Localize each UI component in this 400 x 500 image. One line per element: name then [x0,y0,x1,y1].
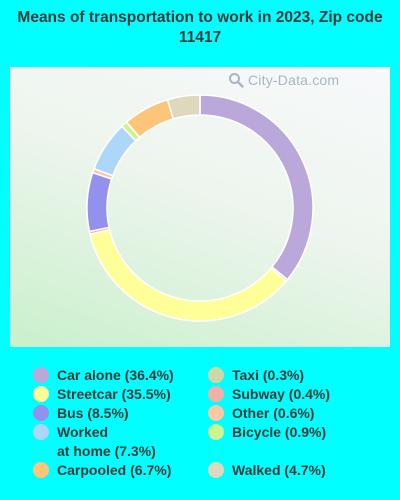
legend-item: Walked (4.7%) [208,461,326,480]
legend-swatch [33,405,49,421]
slice-car-alone [199,94,314,281]
legend-item: Streetcar (35.5%) [33,385,171,404]
legend-swatch [33,367,49,383]
legend-item: Bicycle (0.9%) [208,423,326,442]
legend-swatch [208,367,224,383]
watermark: City-Data.com [228,72,339,88]
legend-label: Bus (8.5%) [57,405,129,421]
legend-swatch [33,424,49,440]
legend: Car alone (36.4%) Taxi (0.3%) Streetcar (3… [0,366,400,500]
legend-label: Car alone (36.4%) [57,367,174,383]
legend-label: Walked (4.7%) [232,462,326,478]
legend-label: Streetcar (35.5%) [57,386,171,402]
legend-swatch [208,462,224,478]
legend-item: Car alone (36.4%) [33,366,174,385]
legend-swatch [33,462,49,478]
legend-item: Worked at home (7.3%) [33,423,156,461]
legend-swatch [208,405,224,421]
magnifier-icon [228,72,244,88]
legend-label: Bicycle (0.9%) [232,424,327,440]
legend-label: Other (0.6%) [232,405,315,421]
legend-swatch [208,386,224,402]
legend-label: Subway (0.4%) [232,386,331,402]
legend-item: Taxi (0.3%) [208,366,304,385]
legend-swatch [208,424,224,440]
chart-title: Means of transportation to work in 2023,… [17,9,383,46]
slice-walked [166,94,201,120]
donut-chart [86,94,314,322]
slice-bus [86,171,113,233]
legend-label: Carpooled (6.7%) [57,462,172,478]
legend-item: Bus (8.5%) [33,404,129,423]
slice-streetcar [89,228,288,322]
legend-item: Other (0.6%) [208,404,314,423]
legend-swatch [33,386,49,402]
watermark-text: City-Data.com [248,72,340,88]
legend-label: Taxi (0.3%) [232,367,305,383]
legend-item: Carpooled (6.7%) [33,461,171,480]
legend-label: Worked at home (7.3%) [57,424,156,459]
legend-item: Subway (0.4%) [208,385,330,404]
